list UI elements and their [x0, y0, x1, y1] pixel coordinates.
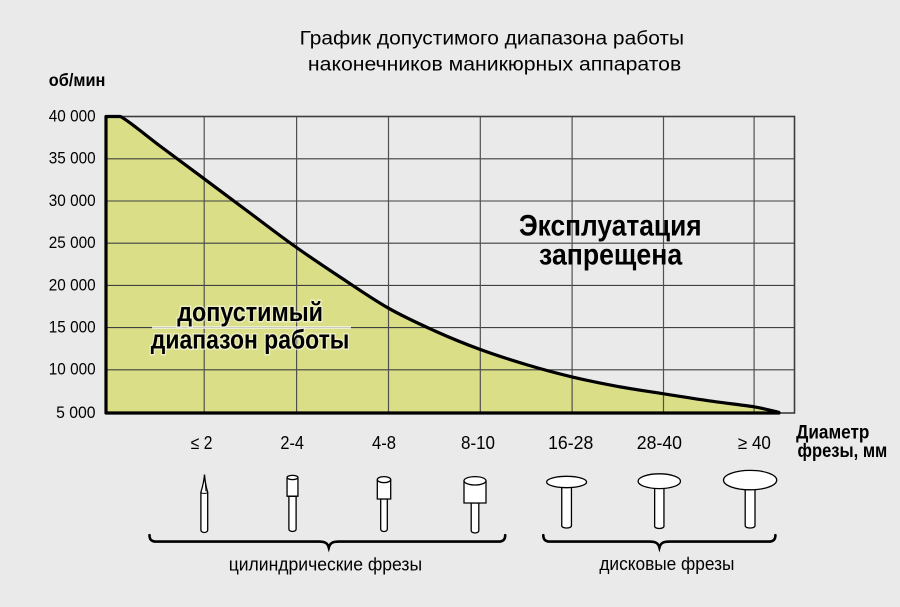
- svg-text:допустимый: допустимый: [177, 297, 323, 327]
- svg-text:25 000: 25 000: [49, 233, 96, 252]
- svg-text:наконечников маникюрных аппара: наконечников маникюрных аппаратов: [308, 54, 681, 75]
- svg-text:10 000: 10 000: [49, 360, 96, 379]
- svg-text:30 000: 30 000: [49, 191, 96, 210]
- svg-text:об/мин: об/мин: [49, 70, 106, 90]
- svg-text:≤ 2: ≤ 2: [191, 433, 213, 453]
- svg-text:5 000: 5 000: [56, 403, 96, 422]
- svg-text:20 000: 20 000: [49, 275, 96, 294]
- svg-text:Диаметр: Диаметр: [796, 421, 869, 443]
- svg-text:15 000: 15 000: [49, 318, 96, 337]
- svg-text:дисковые фрезы: дисковые фрезы: [599, 553, 734, 574]
- svg-text:4-8: 4-8: [372, 433, 396, 453]
- svg-text:Эксплуатация: Эксплуатация: [519, 210, 702, 243]
- svg-text:График допустимого диапазона р: График допустимого диапазона работы: [300, 28, 684, 49]
- svg-text:16-28: 16-28: [548, 433, 593, 453]
- svg-text:цилиндрические фрезы: цилиндрические фрезы: [229, 554, 422, 575]
- svg-text:40 000: 40 000: [49, 106, 96, 125]
- svg-text:фрезы, мм: фрезы, мм: [798, 440, 888, 462]
- svg-text:2-4: 2-4: [280, 433, 304, 453]
- svg-text:8-10: 8-10: [461, 433, 495, 453]
- svg-text:28-40: 28-40: [637, 433, 682, 453]
- svg-text:запрещена: запрещена: [539, 238, 682, 271]
- svg-text:диапазон работы: диапазон работы: [151, 325, 350, 355]
- svg-text:35 000: 35 000: [49, 149, 96, 168]
- svg-text:≥ 40: ≥ 40: [738, 433, 771, 453]
